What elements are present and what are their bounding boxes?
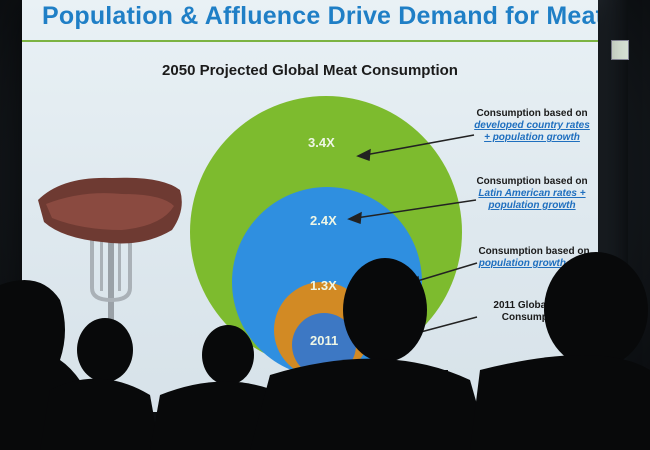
annotation-latam: Consumption based on Latin American rate… bbox=[476, 176, 588, 211]
arrow-3 bbox=[413, 262, 478, 283]
annotation-developed: Consumption based on developed country r… bbox=[474, 108, 590, 143]
bubble-label-1-3x: 1.3X bbox=[310, 278, 337, 293]
bubble-label-2011: 2011 bbox=[310, 333, 339, 348]
arrow-4 bbox=[416, 316, 478, 334]
annotation-latam-link[interactable]: Latin American rates + population growth bbox=[478, 188, 586, 211]
annotation-population: Consumption based on population growth o… bbox=[478, 246, 590, 269]
annotation-2011: 2011 Global Meat Consumption bbox=[493, 300, 575, 323]
arrow-1 bbox=[364, 134, 475, 156]
exit-sign bbox=[611, 40, 629, 60]
arrow-2 bbox=[355, 199, 477, 219]
steak-fork-image bbox=[38, 177, 182, 352]
annotation-population-link[interactable]: population growth only bbox=[478, 258, 590, 269]
title-rule bbox=[22, 40, 598, 42]
bubble-label-3-4x: 3.4X bbox=[308, 135, 335, 150]
annotation-developed-link[interactable]: developed country rates + population gro… bbox=[474, 120, 590, 143]
chart-title: 2050 Projected Global Meat Consumption bbox=[162, 62, 458, 79]
bubble-label-2-4x: 2.4X bbox=[310, 213, 337, 228]
slide-title: Population & Affluence Drive Demand for … bbox=[42, 2, 598, 30]
